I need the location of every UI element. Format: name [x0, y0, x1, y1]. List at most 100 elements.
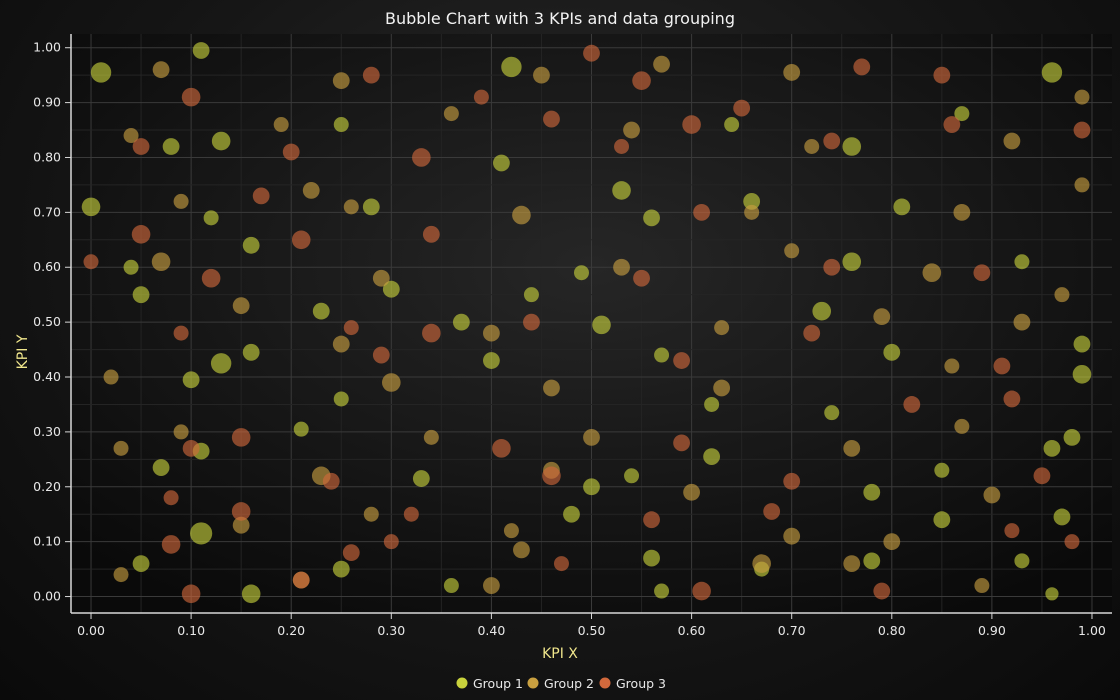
bubble-group-1: [824, 405, 840, 421]
bubble-group-3: [692, 581, 711, 601]
bubble-group-1: [1063, 428, 1081, 446]
bubble-group-2: [623, 121, 640, 139]
bubble-group-3: [1004, 523, 1020, 539]
bubble-group-2: [372, 269, 390, 287]
bubble-group-2: [744, 204, 760, 220]
bubble-group-3: [632, 71, 651, 90]
x-tick-label: 0.00: [77, 623, 105, 638]
legend-label: Group 3: [616, 676, 666, 691]
bubble-group-2: [783, 527, 801, 545]
x-tick-label: 0.90: [978, 623, 1006, 638]
bubble-group-2: [152, 61, 170, 79]
bubble-group-3: [173, 325, 189, 341]
bubble-group-1: [132, 286, 150, 304]
bubble-group-1: [501, 56, 522, 78]
bubble-group-3: [543, 110, 560, 128]
bubble-group-1: [123, 259, 139, 275]
bubble-group-2: [483, 577, 500, 594]
y-tick-label: 0.30: [33, 424, 61, 439]
bubble-group-1: [1014, 553, 1030, 569]
bubble-group-3: [803, 324, 821, 342]
bubble-group-1: [242, 343, 260, 361]
bubble-group-3: [583, 44, 600, 62]
bubble-group-2: [883, 533, 901, 551]
x-axis-title: KPI X: [542, 646, 578, 662]
x-tick-label: 0.60: [678, 623, 706, 638]
bubble-group-1: [863, 552, 881, 570]
bubble-group-1: [452, 313, 470, 331]
bubble-group-3: [362, 66, 380, 84]
bubble-group-3: [823, 258, 841, 276]
bubble-group-1: [203, 210, 219, 226]
bubble-group-3: [633, 269, 650, 287]
bubble-group-3: [163, 490, 179, 506]
bubble-group-1: [182, 371, 200, 389]
bubble-group-2: [843, 439, 861, 457]
bubble-group-1: [643, 209, 660, 227]
bubble-group-3: [292, 571, 310, 589]
bubble-group-2: [804, 139, 820, 155]
bubble-group-1: [241, 584, 261, 604]
bubble-group-3: [823, 132, 841, 150]
bubble-group-1: [573, 265, 589, 281]
bubble-group-1: [382, 280, 400, 298]
bubble-group-1: [523, 287, 539, 303]
bubble-group-3: [282, 143, 300, 161]
bubble-group-2: [683, 483, 700, 501]
bubble-group-1: [934, 462, 950, 478]
bubble-group-1: [1014, 254, 1030, 270]
bubble-group-1: [1072, 364, 1092, 384]
bubble-group-3: [973, 264, 991, 282]
bubble-group-2: [752, 554, 771, 573]
bubble-group-2: [423, 429, 439, 445]
bubble-group-3: [673, 352, 690, 369]
bubble-group-1: [333, 117, 349, 133]
bubble-group-1: [332, 560, 350, 578]
bubble-group-3: [763, 503, 781, 520]
bubble-group-1: [1043, 439, 1061, 457]
bubble-group-3: [161, 535, 181, 554]
bubble-group-3: [322, 472, 340, 490]
bubble-group-1: [242, 236, 260, 254]
bubble-group-2: [232, 516, 250, 534]
legend-marker: [456, 677, 468, 689]
y-tick-label: 0.70: [33, 204, 61, 219]
legend-label: Group 2: [544, 676, 594, 691]
bubble-group-3: [943, 116, 961, 133]
bubble-group-2: [583, 428, 600, 446]
bubble-group-1: [583, 478, 600, 496]
bubble-group-3: [422, 225, 440, 243]
bubble-group-3: [422, 323, 441, 343]
bubble-group-3: [733, 99, 751, 117]
bubble-group-2: [974, 578, 990, 594]
bubble-group-2: [302, 182, 320, 199]
bubble-group-1: [643, 549, 660, 567]
bubble-group-3: [492, 439, 511, 458]
bubble-group-3: [673, 434, 690, 452]
bubble-layer: [81, 42, 1092, 604]
bubble-group-1: [724, 117, 740, 133]
bubble-group-1: [190, 522, 213, 545]
y-tick-label: 0.00: [33, 589, 61, 604]
x-tick-label: 0.40: [477, 623, 505, 638]
bubble-group-2: [653, 55, 670, 73]
bubble-group-3: [693, 203, 711, 221]
bubble-group-1: [612, 181, 631, 200]
bubble-group-1: [654, 347, 670, 363]
bubble-group-2: [922, 263, 942, 283]
bubble-group-3: [853, 58, 871, 76]
bubble-group-1: [654, 583, 670, 599]
bubble-group-1: [703, 448, 721, 465]
bubble-group-3: [903, 396, 921, 413]
bubble-group-1: [883, 343, 901, 361]
bubble-group-3: [181, 584, 201, 604]
bubble-group-3: [343, 320, 359, 336]
bubble-group-2: [123, 128, 139, 144]
bubble-group-2: [103, 369, 119, 385]
bubble-group-1: [162, 138, 180, 155]
legend: Group 1 Group 2 Group 3: [456, 676, 666, 691]
bubble-group-2: [113, 440, 129, 456]
bubble-group-1: [954, 106, 970, 122]
y-tick-label: 0.40: [33, 369, 61, 384]
